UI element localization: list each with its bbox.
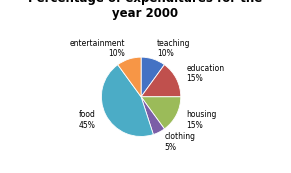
Wedge shape: [102, 65, 153, 136]
Text: teaching
10%: teaching 10%: [157, 39, 190, 58]
Text: housing
15%: housing 15%: [186, 110, 217, 130]
Wedge shape: [141, 57, 164, 97]
Wedge shape: [141, 97, 181, 129]
Wedge shape: [141, 65, 181, 97]
Text: education
15%: education 15%: [186, 64, 224, 83]
Text: entertainment
10%: entertainment 10%: [70, 39, 125, 58]
Text: food
45%: food 45%: [79, 110, 96, 130]
Title: Percentage of expenditures for the
year 2000: Percentage of expenditures for the year …: [29, 0, 262, 20]
Wedge shape: [118, 57, 141, 97]
Text: clothing
5%: clothing 5%: [164, 132, 195, 152]
Wedge shape: [141, 97, 164, 135]
